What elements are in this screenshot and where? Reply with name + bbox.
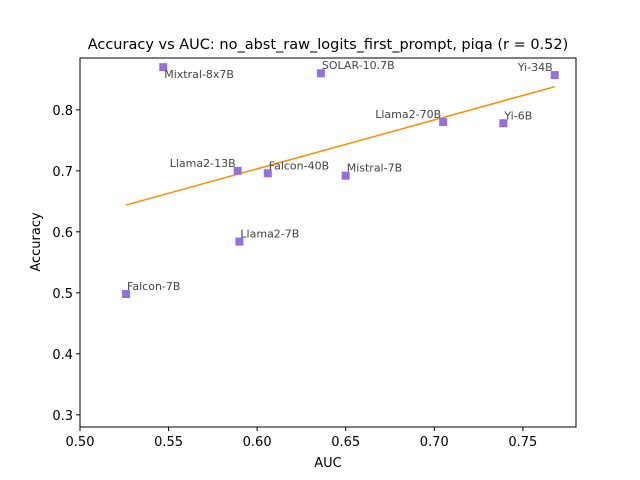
- point-label: Yi-34B: [517, 61, 553, 74]
- trend-line: [125, 85, 555, 206]
- y-tick-label: 0.4: [52, 348, 73, 363]
- y-axis-label: Accuracy: [29, 212, 44, 272]
- point-label: Llama2-13B: [170, 157, 236, 170]
- data-point: [159, 63, 168, 72]
- data-point: [235, 237, 244, 246]
- data-point: [550, 71, 559, 80]
- point-label: Mistral-7B: [347, 162, 402, 175]
- data-point: [316, 69, 325, 78]
- x-tick-label: 0.70: [420, 435, 449, 450]
- y-tick-label: 0.8: [52, 104, 73, 119]
- point-label: Falcon-7B: [127, 280, 180, 293]
- x-axis-label: AUC: [314, 456, 342, 471]
- point-label: Mixtral-8x7B: [164, 68, 234, 81]
- x-tick-label: 0.50: [66, 435, 95, 450]
- data-point: [263, 169, 272, 178]
- y-tick-label: 0.3: [52, 409, 73, 424]
- data-point: [122, 290, 131, 299]
- x-tick-label: 0.65: [331, 435, 360, 450]
- data-point: [439, 118, 448, 127]
- x-tick-label: 0.55: [154, 435, 183, 450]
- x-tick-label: 0.75: [508, 435, 537, 450]
- y-tick-label: 0.7: [52, 165, 73, 180]
- point-label: Llama2-70B: [375, 108, 441, 121]
- data-point: [233, 166, 242, 175]
- data-point: [499, 119, 508, 128]
- x-tick-label: 0.60: [243, 435, 272, 450]
- y-tick-label: 0.5: [52, 287, 73, 302]
- chart-title: Accuracy vs AUC: no_abst_raw_logits_firs…: [88, 37, 569, 53]
- data-point: [341, 171, 350, 180]
- point-label: Falcon-40B: [269, 159, 329, 172]
- point-label: Llama2-7B: [240, 228, 299, 241]
- plot-frame: [79, 57, 577, 428]
- point-label: Yi-6B: [503, 109, 532, 122]
- point-label: SOLAR-10.7B: [322, 59, 395, 72]
- y-tick-label: 0.6: [52, 226, 73, 241]
